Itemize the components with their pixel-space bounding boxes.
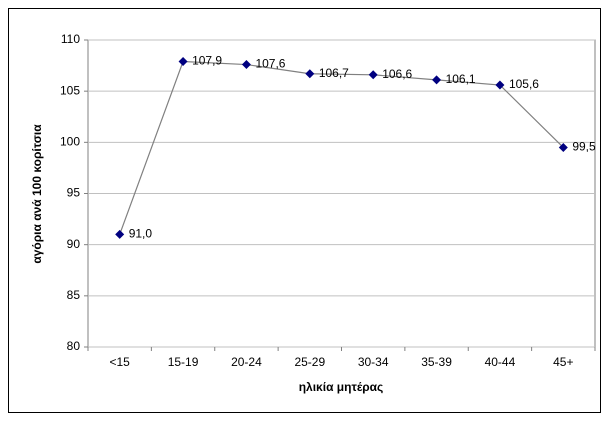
data-label: 91,0: [129, 227, 153, 241]
x-axis-title: ηλικία μητέρας: [299, 380, 384, 394]
data-marker: [558, 142, 568, 152]
data-marker: [305, 69, 315, 79]
data-label: 105,6: [509, 77, 539, 91]
x-tick-label: 35-39: [421, 355, 452, 369]
data-marker: [368, 70, 378, 80]
x-tick-label: 45+: [553, 355, 573, 369]
data-marker: [178, 56, 188, 66]
y-tick-label: 85: [67, 288, 81, 302]
y-axis-title: αγόρια ανά 100 κορίτσια: [30, 124, 44, 264]
y-tick-label: 90: [67, 237, 81, 251]
data-marker: [432, 75, 442, 85]
data-label: 107,9: [192, 54, 222, 68]
x-tick-label: 30-34: [358, 355, 389, 369]
y-tick-label: 110: [61, 32, 80, 46]
x-tick-label: 25-29: [294, 355, 325, 369]
data-label: 106,1: [446, 72, 476, 86]
data-line: [119, 60, 564, 235]
data-marker: [495, 80, 505, 90]
x-tick-label: <15: [110, 355, 131, 369]
y-tick-label: 100: [60, 135, 80, 149]
data-marker: [241, 60, 251, 70]
x-tick-label: 15-19: [168, 355, 199, 369]
data-label: 106,6: [382, 67, 412, 81]
data-label: 107,6: [255, 57, 285, 71]
x-tick-label: 40-44: [485, 355, 516, 369]
x-tick-label: 20-24: [231, 355, 262, 369]
data-marker: [115, 229, 125, 239]
data-label: 99,5: [572, 140, 596, 154]
y-tick-label: 105: [60, 83, 80, 97]
y-tick-label: 95: [67, 186, 81, 200]
y-tick-label: 80: [67, 339, 81, 353]
data-label: 106,7: [319, 66, 349, 80]
